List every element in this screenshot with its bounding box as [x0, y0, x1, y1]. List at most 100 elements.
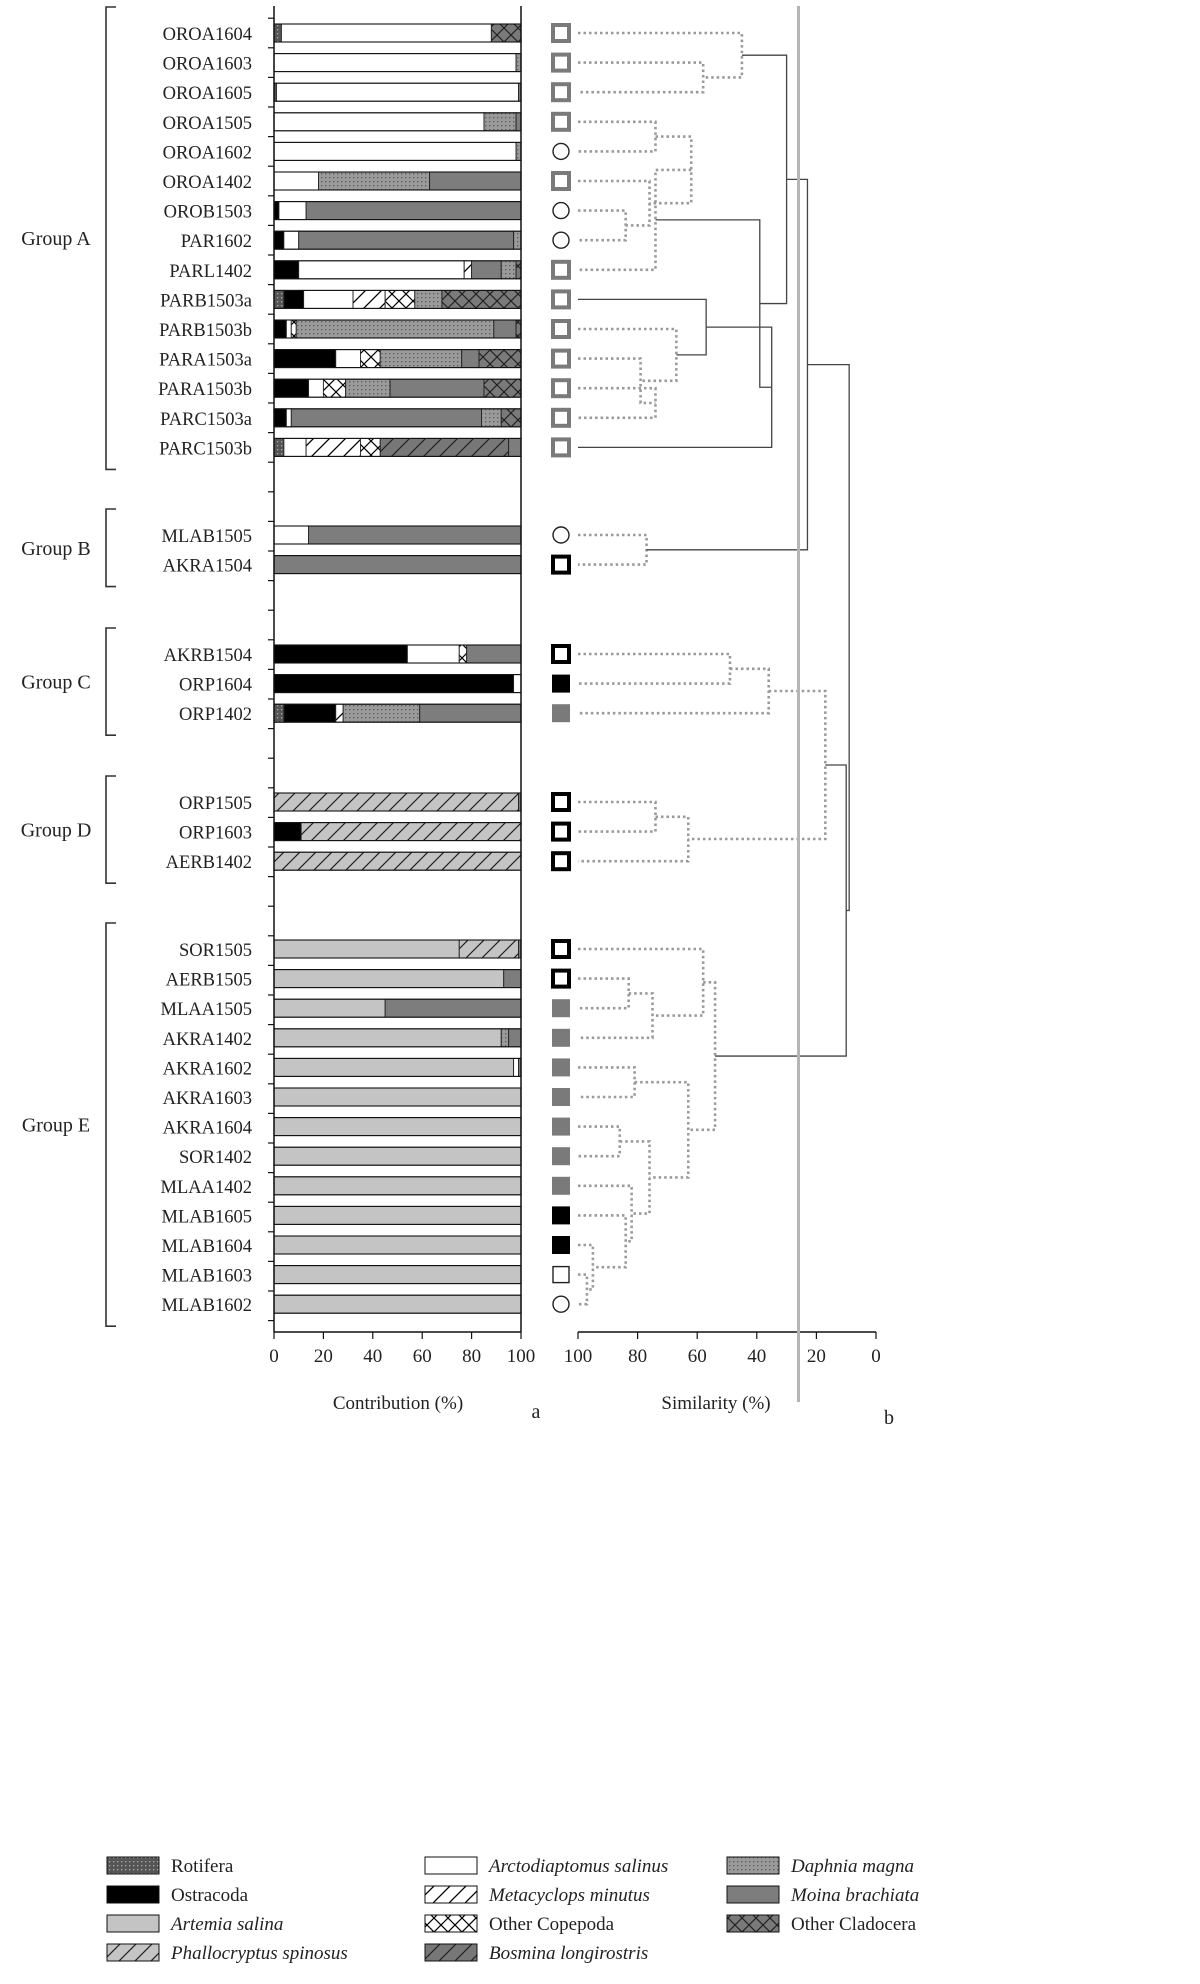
dendrogram-branch: [715, 764, 847, 1057]
bar-segment-moina-brachiata: [493, 319, 517, 339]
solid-square-grey-marker: [552, 1117, 570, 1136]
bar-segment-ostracoda: [273, 822, 302, 842]
double-square-grey-marker: [551, 407, 571, 428]
dendrogram-branch: [578, 1125, 622, 1158]
sample-label: PARA1503a: [159, 351, 252, 371]
bar-segment-arctodiaptomus-salinus: [308, 378, 324, 398]
bar-segment-arctodiaptomus-salinus: [298, 260, 465, 280]
legend-swatch: [106, 1885, 160, 1904]
bar-segment-other-copepoda: [360, 437, 381, 457]
group-bracket: [105, 922, 116, 1327]
bar-segment-moina-brachiata: [508, 1028, 522, 1048]
x-tick-label: 0: [269, 1346, 279, 1367]
group-label: Group E: [22, 1115, 90, 1137]
x-tick-label: 40: [363, 1346, 382, 1367]
bar-segment-arctodiaptomus-salinus: [285, 408, 292, 428]
dendrogram-branch: [655, 219, 772, 388]
bar-segment-arctodiaptomus-salinus: [335, 349, 361, 369]
legend-label: Artemia salina: [169, 1914, 283, 1935]
bar-segment-daphnia-magna: [342, 703, 421, 723]
legend-label: Moina brachiata: [790, 1885, 919, 1906]
double-square-black-marker: [551, 939, 571, 959]
group-label: Group A: [21, 228, 91, 250]
bar-segment-metacyclops-minutus: [305, 437, 361, 457]
bar-segment-arctodiaptomus-salinus: [273, 53, 517, 73]
dendrogram-branch: [688, 981, 717, 1132]
double-square-black-marker: [551, 792, 571, 812]
group-label: Group C: [21, 672, 90, 694]
open-square-marker: [552, 1265, 570, 1284]
dendrogram-branch: [578, 667, 771, 715]
bar-segment-other-copepoda: [384, 289, 416, 309]
bar-segment-moina-brachiata: [471, 260, 502, 280]
dendrogram-branch: [578, 1243, 595, 1291]
group-label: Group B: [21, 538, 90, 560]
bar-segment-artemia-salina: [273, 1176, 522, 1196]
legend-swatch: [424, 1885, 478, 1904]
bar-segment-ostracoda: [273, 260, 300, 280]
dendrogram-branch: [578, 61, 705, 94]
bar-segment-ostracoda: [273, 674, 515, 694]
bar-segment-moina-brachiata: [273, 555, 522, 575]
sample-label: AKRA1402: [163, 1030, 252, 1050]
sample-label: MLAA1402: [161, 1178, 252, 1198]
dendrogram-branch: [578, 1273, 589, 1306]
dendrogram-branch: [578, 947, 705, 1017]
bar-segment-other-cladocera: [500, 408, 522, 428]
similarity-axis: 100 80 60 40 20 0 Similarity (%) b: [564, 6, 894, 1429]
solid-square-grey-marker: [552, 1176, 570, 1195]
sample-label: OROA1603: [163, 55, 252, 75]
x-axis-label: Similarity (%): [661, 1393, 770, 1414]
group-brackets: Group A Group B Group C Group D Group E: [21, 6, 116, 1327]
x-tick-label: 80: [628, 1346, 647, 1367]
bar-segment-arctodiaptomus-salinus: [273, 112, 485, 132]
legend-label: Phallocryptus spinosus: [170, 1943, 348, 1964]
dendrogram-branch: [578, 327, 678, 383]
group-bracket: [105, 508, 116, 588]
x-tick-label: 0: [871, 1346, 881, 1367]
bar-segment-daphnia-magna: [295, 319, 495, 339]
solid-square-grey-marker: [552, 1028, 570, 1047]
sample-label: AKRA1602: [163, 1059, 252, 1079]
x-tick-label: 80: [462, 1346, 481, 1367]
sample-label: AKRA1603: [163, 1089, 252, 1109]
bar-segment-moina-brachiata: [384, 998, 522, 1018]
double-square-black-marker: [551, 554, 571, 575]
legend-label: Rotifera: [171, 1856, 234, 1877]
bar-segment-daphnia-magna: [318, 171, 431, 191]
solid-square-grey-marker: [552, 1058, 570, 1077]
dendrogram-branch: [578, 168, 692, 272]
sample-label: PARB1503a: [160, 291, 252, 311]
bar-segment-other-copepoda: [458, 644, 468, 664]
legend-swatch: [424, 1914, 478, 1933]
sample-label: AKRA1504: [163, 557, 252, 577]
bar-segment-ostracoda: [273, 230, 285, 250]
dendrogram-branch: [578, 977, 630, 1010]
bar-segment-daphnia-magna: [345, 378, 391, 398]
double-square-grey-marker: [551, 348, 571, 369]
bar-segment-phallocryptus-spinosus: [273, 792, 519, 812]
legend-label: Metacyclops minutus: [488, 1885, 650, 1906]
bar-segment-rotifera: [273, 289, 285, 309]
bar-segment-arctodiaptomus-salinus: [285, 319, 292, 339]
bar-segment-daphnia-magna: [414, 289, 443, 309]
double-square-black-marker: [551, 821, 571, 842]
x-axis-label: Contribution (%): [333, 1393, 463, 1414]
dendrogram-branch: [619, 1140, 651, 1215]
dendrogram: [578, 31, 850, 1306]
solid-square-grey-marker: [552, 999, 570, 1018]
bar-segment-rotifera: [273, 437, 285, 457]
legend: Rotifera Ostracoda Artemia salina Phallocry…: [106, 1856, 919, 1964]
legend-label: Other Copepoda: [489, 1914, 615, 1935]
bar-segment-daphnia-magna: [379, 349, 463, 369]
sample-label: OROA1604: [163, 25, 252, 45]
double-square-black-marker: [551, 644, 571, 664]
sample-label: PARC1503b: [159, 439, 252, 459]
double-square-grey-marker: [551, 23, 571, 43]
x-tick-label: 60: [413, 1346, 432, 1367]
dendrogram-branch: [649, 135, 693, 205]
bar-segment-arctodiaptomus-salinus: [276, 82, 519, 102]
sample-label: AKRA1604: [163, 1119, 252, 1139]
x-tick-label: 40: [747, 1346, 766, 1367]
